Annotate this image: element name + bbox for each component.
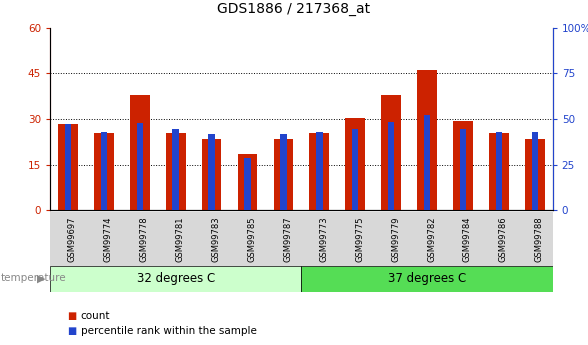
Text: ■: ■ [68, 326, 77, 335]
Bar [130, 95, 149, 210]
Bar [244, 158, 250, 210]
Text: GSM99773: GSM99773 [319, 216, 328, 262]
Text: temperature: temperature [1, 274, 67, 283]
Text: 37 degrees C: 37 degrees C [388, 272, 466, 285]
Bar [202, 139, 222, 210]
Bar [381, 95, 401, 210]
Text: GSM99774: GSM99774 [104, 216, 113, 262]
Bar [532, 132, 538, 210]
Text: GSM99781: GSM99781 [176, 216, 185, 262]
Text: 32 degrees C: 32 degrees C [136, 272, 215, 285]
Bar [460, 129, 466, 210]
Text: GSM99787: GSM99787 [283, 216, 292, 262]
Bar [208, 134, 215, 210]
Text: GSM99788: GSM99788 [534, 216, 544, 262]
Bar [50, 266, 301, 292]
Text: GSM99697: GSM99697 [68, 216, 77, 262]
Bar [58, 124, 78, 210]
Bar [238, 154, 258, 210]
Bar [166, 133, 186, 210]
Bar [345, 118, 365, 210]
Bar [388, 122, 395, 210]
Bar [65, 124, 71, 210]
Text: GSM99778: GSM99778 [140, 216, 149, 262]
Bar [94, 133, 113, 210]
Bar [172, 129, 179, 210]
Bar [352, 129, 359, 210]
Text: GSM99784: GSM99784 [463, 216, 472, 262]
Bar [136, 123, 143, 210]
Bar [301, 266, 553, 292]
Text: GSM99775: GSM99775 [355, 216, 364, 262]
Bar [489, 133, 509, 210]
Bar [424, 115, 430, 210]
Bar [273, 139, 293, 210]
Bar [453, 120, 473, 210]
Text: GSM99785: GSM99785 [248, 216, 256, 262]
Text: GSM99783: GSM99783 [212, 216, 220, 262]
Text: GDS1886 / 217368_at: GDS1886 / 217368_at [218, 2, 370, 16]
Bar [417, 70, 437, 210]
Text: count: count [81, 311, 110, 321]
Bar [309, 133, 329, 210]
Text: GSM99779: GSM99779 [391, 216, 400, 262]
Bar [525, 139, 544, 210]
Text: GSM99786: GSM99786 [499, 216, 508, 262]
Bar [280, 134, 286, 210]
Bar [316, 132, 323, 210]
Text: ▶: ▶ [38, 274, 46, 283]
Text: GSM99782: GSM99782 [427, 216, 436, 262]
Bar [101, 132, 107, 210]
Bar [496, 132, 502, 210]
Text: ■: ■ [68, 311, 77, 321]
Text: percentile rank within the sample: percentile rank within the sample [81, 326, 256, 335]
